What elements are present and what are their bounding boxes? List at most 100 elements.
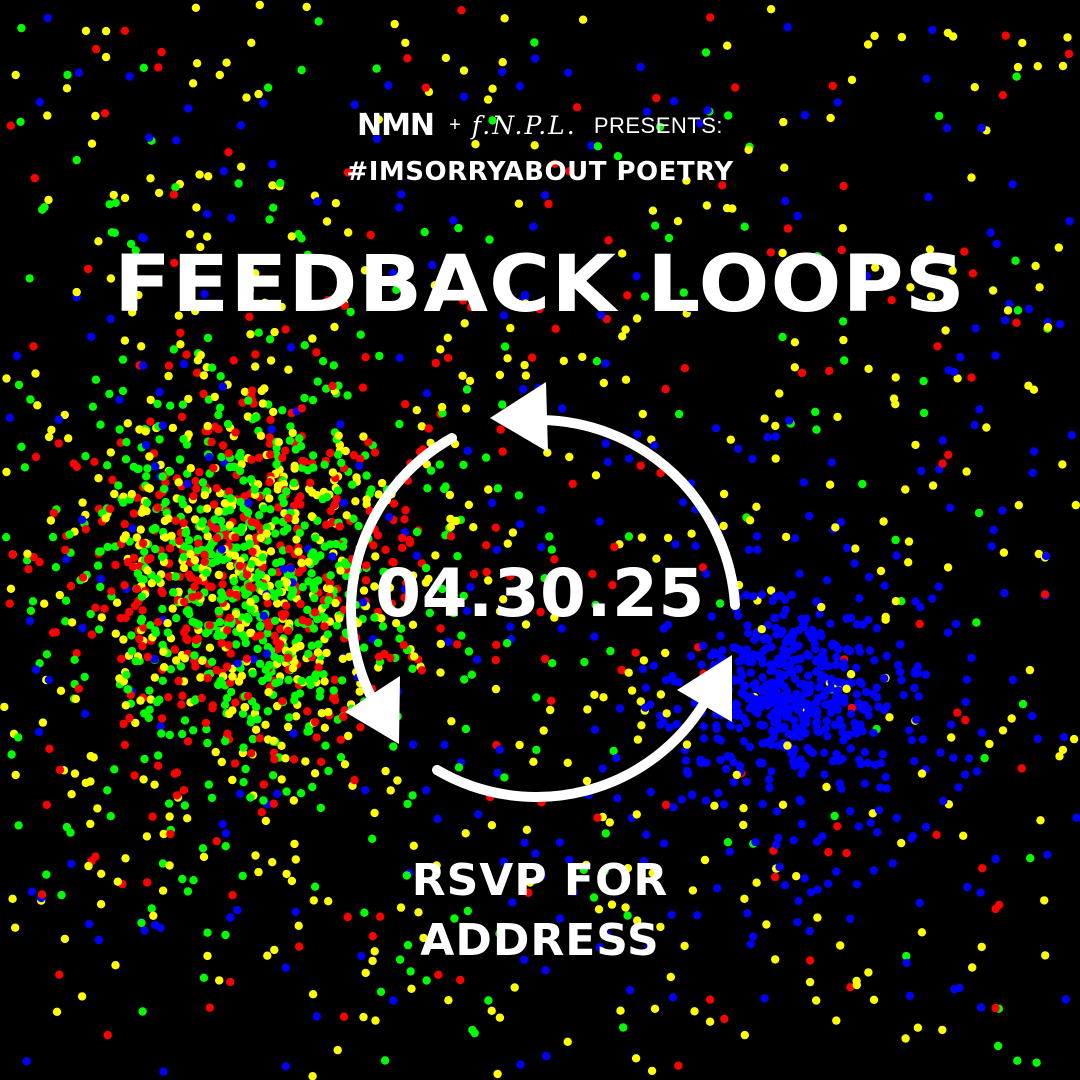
confetti-dot: [395, 955, 405, 964]
confetti-dot: [781, 532, 791, 542]
confetti-dot: [407, 984, 416, 993]
confetti-dot: [283, 722, 293, 732]
confetti-dot: [778, 248, 787, 258]
confetti-dot: [268, 771, 278, 780]
confetti-dot: [946, 720, 956, 729]
confetti-dot: [530, 141, 539, 150]
confetti-dot: [1034, 549, 1044, 559]
loop-arc-left: [346, 433, 457, 721]
confetti-dot: [907, 736, 917, 745]
confetti-dot: [412, 527, 422, 537]
confetti-dot: [248, 583, 257, 592]
confetti-dot: [90, 457, 99, 466]
confetti-dot: [313, 615, 322, 624]
confetti-dot: [778, 800, 788, 809]
confetti-dot: [864, 615, 873, 625]
confetti-dot: [699, 641, 708, 651]
confetti-dot: [270, 327, 279, 337]
confetti-dot: [386, 653, 395, 663]
confetti-dot: [718, 181, 727, 190]
confetti-dot: [769, 710, 778, 720]
confetti-dot: [145, 133, 154, 142]
confetti-dot: [985, 739, 994, 749]
confetti-dot: [300, 457, 309, 466]
confetti-dot: [381, 545, 390, 554]
confetti-dot: [610, 542, 619, 552]
confetti-dot: [757, 685, 766, 694]
confetti-dot: [367, 485, 376, 494]
confetti-dot: [395, 353, 404, 363]
confetti-dot: [674, 409, 684, 419]
confetti-dot: [337, 458, 346, 468]
confetti-dot: [194, 620, 203, 629]
confetti-dot: [335, 522, 344, 531]
confetti-dot: [174, 676, 183, 686]
confetti-dot: [783, 741, 792, 750]
confetti-dot: [274, 438, 283, 447]
confetti-dot: [172, 656, 181, 665]
confetti-dot: [103, 542, 112, 552]
confetti-dot: [176, 340, 185, 349]
confetti-dot: [235, 561, 245, 571]
confetti-dot: [199, 389, 208, 399]
confetti-dot: [111, 560, 120, 570]
confetti-dot: [366, 230, 375, 240]
confetti-dot: [207, 657, 217, 667]
confetti-dot: [780, 881, 790, 890]
confetti-dot: [251, 851, 260, 860]
confetti-dot: [271, 529, 280, 538]
confetti-dot: [287, 876, 297, 886]
confetti-dot: [437, 402, 447, 412]
confetti-dot: [682, 176, 691, 185]
confetti-dot: [164, 693, 173, 702]
confetti-dot: [955, 983, 964, 993]
confetti-dot: [96, 574, 105, 584]
confetti-dot: [273, 599, 282, 608]
confetti-dot: [847, 709, 856, 719]
confetti-dot: [712, 650, 721, 659]
confetti-dot: [231, 533, 240, 542]
confetti-dot: [975, 405, 984, 414]
confetti-dot: [967, 653, 976, 663]
confetti-dot: [778, 672, 787, 681]
confetti-dot: [557, 624, 566, 633]
confetti-dot: [790, 338, 800, 347]
confetti-dot: [699, 722, 709, 731]
confetti-dot: [338, 654, 347, 663]
confetti-dot: [248, 547, 257, 556]
confetti-dot: [101, 26, 111, 36]
rsvp-line-1: RSVP FOR: [411, 855, 669, 906]
confetti-dot: [817, 661, 826, 671]
confetti-dot: [96, 420, 105, 429]
confetti-dot: [145, 686, 154, 695]
confetti-dot: [800, 110, 810, 120]
confetti-dot: [226, 561, 235, 571]
confetti-dot: [201, 629, 211, 638]
confetti-dot: [265, 439, 274, 448]
confetti-dot: [368, 932, 377, 941]
confetti-dot: [771, 592, 780, 601]
confetti-dot: [922, 74, 931, 84]
confetti-dot: [876, 566, 886, 576]
confetti-dot: [284, 365, 293, 374]
confetti-dot: [201, 718, 211, 728]
confetti-dot: [285, 436, 294, 445]
confetti-dot: [272, 559, 281, 568]
confetti-dot: [423, 484, 432, 493]
confetti-dot: [112, 598, 122, 607]
confetti-dot: [633, 735, 643, 744]
confetti-dot: [598, 764, 607, 773]
confetti-dot: [928, 481, 938, 490]
confetti-dot: [278, 697, 287, 706]
confetti-dot: [34, 727, 44, 737]
confetti-dot: [111, 961, 120, 970]
confetti-dot: [605, 818, 614, 827]
confetti-dot: [373, 531, 383, 540]
confetti-dot: [369, 541, 378, 550]
confetti-dot: [399, 605, 409, 615]
confetti-dot: [108, 475, 117, 485]
confetti-dot: [845, 730, 854, 739]
confetti-dot: [805, 511, 814, 521]
confetti-dot: [766, 661, 775, 670]
confetti-dot: [459, 66, 469, 75]
